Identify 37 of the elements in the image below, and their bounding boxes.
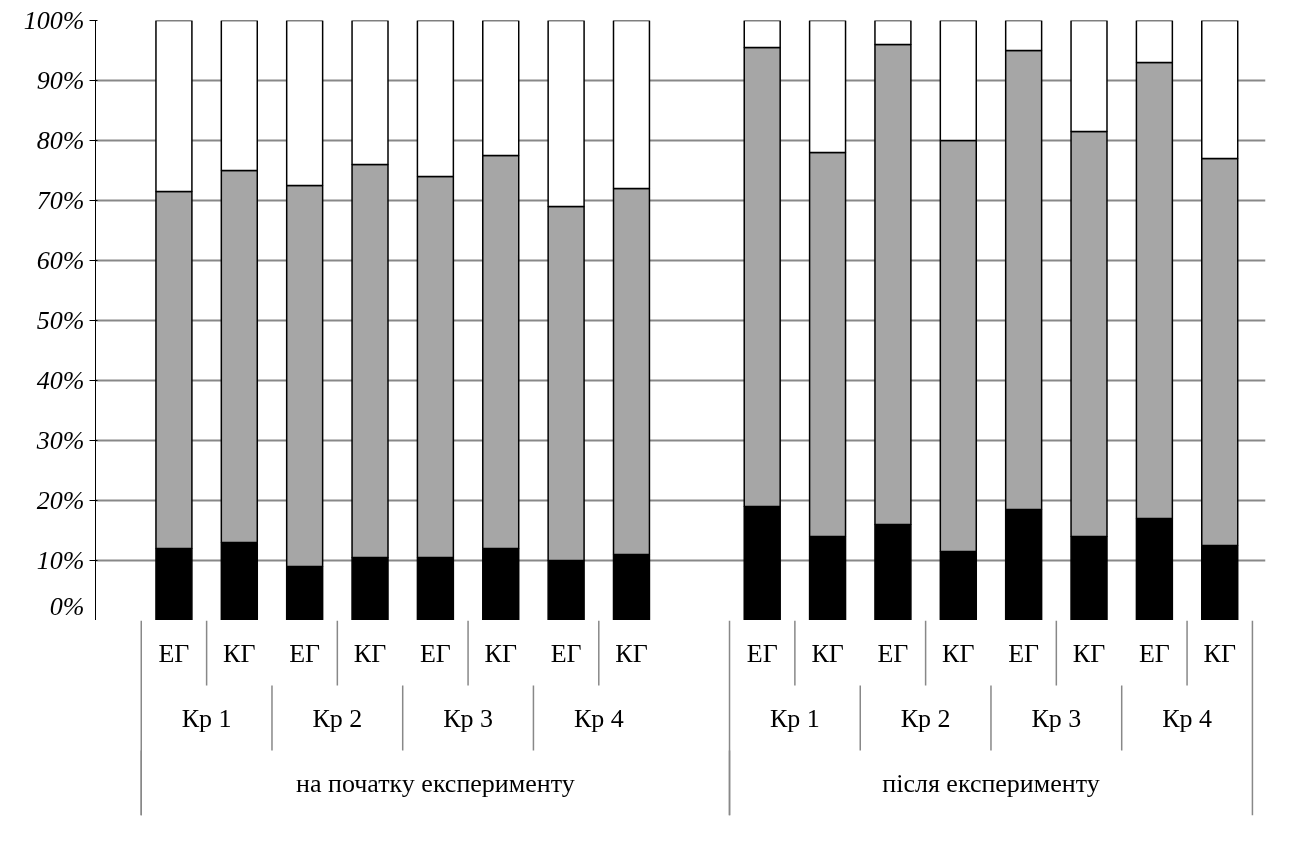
text: Кр 1 bbox=[181, 703, 232, 733]
x-tick-label: ЕГ bbox=[877, 638, 909, 668]
x-tick-label: ЕГ bbox=[289, 638, 321, 668]
x-tick-label: ЕГ bbox=[419, 638, 451, 668]
x-tick-label: ЕГ bbox=[158, 638, 190, 668]
x-tick-label: КГ bbox=[615, 638, 648, 668]
y-tick-label: 10% bbox=[36, 546, 85, 575]
x-tick-label: ЕГ bbox=[1138, 638, 1170, 668]
y-tick-label: 20% bbox=[36, 486, 85, 515]
y-tick-label: 80% bbox=[36, 126, 85, 155]
x-tick-label: КГ bbox=[811, 638, 844, 668]
text: Кр 1 bbox=[769, 703, 820, 733]
y-tick-label: 100% bbox=[23, 6, 85, 35]
y-tick-label: 70% bbox=[36, 186, 85, 215]
x-tick-label: ЕГ bbox=[1008, 638, 1040, 668]
y-tick-label: 90% bbox=[36, 66, 85, 95]
text: Кр 2 bbox=[900, 703, 951, 733]
x-tick-label: КГ bbox=[484, 638, 517, 668]
y-tick-label: 50% bbox=[36, 306, 85, 335]
x-tick-label: КГ bbox=[1203, 638, 1236, 668]
text: після експерименту bbox=[882, 768, 1100, 798]
text: Кр 3 bbox=[443, 703, 493, 733]
y-tick-label: 60% bbox=[36, 246, 85, 275]
x-tick-label: КГ bbox=[353, 638, 387, 668]
y-tick-label: 30% bbox=[35, 426, 85, 455]
x-tick-label: КГ bbox=[942, 638, 975, 668]
text: Кр 4 bbox=[1162, 703, 1212, 733]
x-tick-label: ЕГ bbox=[550, 638, 582, 668]
x-tick-label: ЕГ bbox=[746, 638, 778, 668]
x-tick-label: КГ bbox=[223, 638, 256, 668]
text: Кр 4 bbox=[573, 703, 624, 733]
y-tick-label: 40% bbox=[36, 366, 85, 395]
y-tick-label: 0% bbox=[49, 591, 85, 621]
text: на початку експерименту bbox=[296, 768, 575, 798]
x-tick-label: КГ bbox=[1072, 638, 1106, 668]
text: Кр 3 bbox=[1031, 703, 1082, 733]
text: Кр 2 bbox=[312, 703, 363, 733]
